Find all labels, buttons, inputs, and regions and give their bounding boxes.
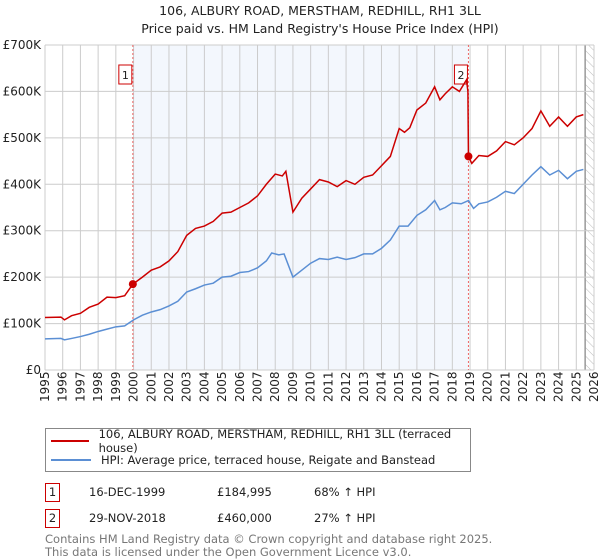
price-chart: 106, ALBURY ROAD, MERSTHAM, REDHILL, RH1…: [3, 3, 600, 402]
x-tick-label: 2009: [286, 371, 300, 402]
y-tick-label: £700K: [3, 38, 43, 52]
y-tick-label: £600K: [3, 84, 43, 98]
x-tick-label: 2022: [516, 371, 530, 402]
footer-line: Contains HM Land Registry data © Crown c…: [45, 532, 493, 546]
x-tick-label: 2001: [144, 371, 158, 402]
sale-price: £460,000: [217, 511, 272, 525]
x-tick-label: 2012: [339, 371, 353, 402]
ownership-period-shade: [132, 45, 469, 370]
legend-item-hpi: HPI: Average price, terraced house, Reig…: [46, 451, 435, 469]
x-tick-label: 2024: [552, 371, 566, 402]
x-tick-label: 2005: [215, 371, 229, 402]
y-tick-label: £500K: [3, 131, 43, 145]
x-tick-label: 2011: [321, 371, 335, 402]
x-tick-label: 2015: [392, 371, 406, 402]
footer-line: This data is licensed under the Open Gov…: [45, 545, 412, 559]
x-tick-label: 2004: [197, 371, 211, 402]
x-tick-label: 2000: [127, 371, 141, 402]
x-tick-label: 2007: [251, 371, 265, 402]
y-tick-label: £0: [26, 363, 41, 377]
forecast-hatch: [585, 45, 594, 370]
sale-date: 16-DEC-1999: [89, 485, 166, 499]
footer: Contains HM Land Registry data © Crown c…: [45, 533, 492, 559]
x-tick-label: 2003: [180, 371, 194, 402]
legend: 106, ALBURY ROAD, MERSTHAM, REDHILL, RH1…: [45, 427, 471, 472]
x-tick-label: 2021: [498, 371, 512, 402]
legend-item-property: 106, ALBURY ROAD, MERSTHAM, REDHILL, RH1…: [46, 427, 470, 455]
sale-date: 29-NOV-2018: [89, 511, 166, 525]
y-tick-label: £400K: [3, 177, 43, 191]
x-tick-label: 2002: [162, 371, 176, 402]
y-tick-label: £300K: [3, 224, 43, 238]
price-paid-line: [44, 77, 584, 321]
legend-label: HPI: Average price, terraced house, Reig…: [101, 453, 436, 467]
x-tick-label: 1998: [91, 371, 105, 402]
x-tick-label: 2023: [534, 371, 548, 402]
sale-marker-label: 1: [45, 483, 60, 502]
sale-hpi-diff: 27% ↑ HPI: [314, 511, 376, 525]
sale-marker-box: [118, 64, 133, 85]
x-tick-label: 2017: [428, 371, 442, 402]
sale-point: [128, 280, 137, 289]
sale-point: [464, 152, 473, 161]
legend-swatch-blue: [51, 459, 91, 461]
x-tick-label: 2010: [304, 371, 318, 402]
x-tick-label: 1995: [38, 371, 52, 402]
legend-label: 106, ALBURY ROAD, MERSTHAM, REDHILL, RH1…: [98, 427, 452, 455]
chart-subtitle: Price paid vs. HM Land Registry's House …: [141, 21, 498, 36]
x-tick-label: 2020: [481, 371, 495, 402]
x-tick-label: 1997: [73, 371, 87, 402]
sale-price: £184,995: [217, 485, 272, 499]
x-tick-label: 2018: [445, 371, 459, 402]
x-tick-label: 2013: [357, 371, 371, 402]
x-tick-label: 1999: [109, 371, 123, 402]
sale-marker-label: 1: [122, 69, 129, 82]
x-tick-label: 2006: [233, 371, 247, 402]
x-tick-label: 1996: [56, 371, 70, 402]
x-tick-label: 2025: [569, 371, 583, 402]
x-tick-label: 2008: [268, 371, 282, 402]
sale-hpi-diff: 68% ↑ HPI: [314, 485, 376, 499]
sale-marker-box: [453, 64, 468, 85]
sale-marker-label: 2: [457, 69, 464, 82]
sale-marker-label: 2: [45, 509, 60, 528]
x-tick-label: 2016: [410, 371, 424, 402]
x-tick-label: 2026: [587, 371, 600, 402]
x-tick-label: 2019: [463, 371, 477, 402]
hpi-line: [44, 165, 584, 341]
legend-swatch-red: [51, 440, 89, 442]
x-tick-label: 2014: [374, 371, 388, 402]
y-tick-label: £100K: [3, 317, 43, 331]
y-tick-label: £200K: [3, 270, 43, 284]
chart-title: 106, ALBURY ROAD, MERSTHAM, REDHILL, RH1…: [159, 3, 481, 18]
